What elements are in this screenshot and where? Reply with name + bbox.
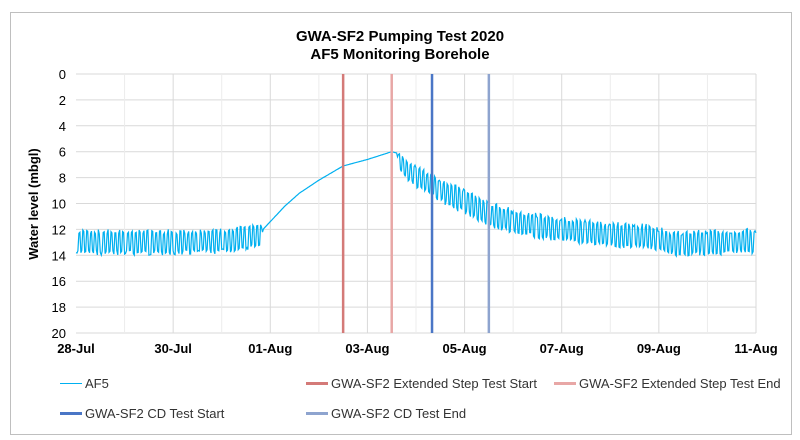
y-tick-label: 18 [52, 300, 66, 315]
x-tick-label: 03-Aug [345, 341, 389, 356]
y-tick-label: 12 [52, 222, 66, 237]
af5-series-line [75, 151, 757, 258]
legend-swatch [554, 382, 576, 385]
x-tick-label: 07-Aug [540, 341, 584, 356]
y-tick-label: 20 [52, 326, 66, 341]
y-tick-label: 14 [52, 248, 66, 263]
legend-label: GWA-SF2 CD Test Start [85, 406, 225, 421]
legend-label: GWA-SF2 CD Test End [331, 406, 467, 421]
legend-swatch [306, 412, 328, 415]
y-tick-label: 0 [59, 67, 66, 82]
legend-label: AF5 [85, 376, 109, 391]
y-tick-label: 2 [59, 93, 66, 108]
chart-frame [10, 12, 792, 435]
legend-label: GWA-SF2 Extended Step Test End [579, 376, 781, 391]
y-tick-label: 10 [52, 197, 66, 212]
legend-swatch [60, 412, 82, 415]
legend-swatch [306, 382, 328, 385]
legend-item-cd-start: GWA-SF2 CD Test Start [60, 406, 224, 421]
chart-title-line2: AF5 Monitoring Borehole [310, 46, 489, 63]
x-tick-label: 28-Jul [57, 341, 95, 356]
legend-swatch [60, 383, 82, 384]
x-tick-label: 01-Aug [248, 341, 292, 356]
x-tick-label: 30-Jul [154, 341, 192, 356]
legend-label: GWA-SF2 Extended Step Test Start [331, 376, 537, 391]
y-axis-label: Water level (mbgl) [26, 148, 41, 259]
chart-title-line1: GWA-SF2 Pumping Test 2020 [296, 28, 504, 45]
y-tick-label: 8 [59, 171, 66, 186]
x-tick-label: 11-Aug [734, 341, 777, 356]
x-tick-label: 05-Aug [443, 341, 487, 356]
x-tick-label: 09-Aug [637, 341, 681, 356]
legend-item-cd-end: GWA-SF2 CD Test End [306, 406, 466, 421]
y-tick-label: 6 [59, 145, 66, 160]
y-tick-label: 4 [59, 119, 66, 134]
legend-item-step-start: GWA-SF2 Extended Step Test Start [306, 376, 537, 391]
legend-item-af5: AF5 [60, 376, 109, 391]
y-tick-label: 16 [52, 274, 66, 289]
legend-item-step-end: GWA-SF2 Extended Step Test End [554, 376, 781, 391]
